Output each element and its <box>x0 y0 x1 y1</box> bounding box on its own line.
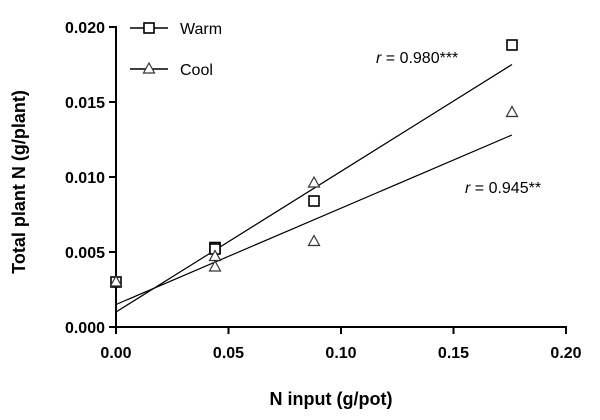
fit-line-warm <box>115 63 513 313</box>
legend-marker-triangle <box>142 61 156 74</box>
y-tick-label: 0.000 <box>65 320 105 337</box>
y-tick-label: 0.020 <box>65 20 105 37</box>
legend: Warm Cool <box>130 21 222 79</box>
fit-line-cool <box>115 134 513 306</box>
legend-label-cool: Cool <box>180 62 213 79</box>
data-point-warm <box>506 39 518 51</box>
legend-label-warm: Warm <box>180 21 222 38</box>
y-axis-title: Total plant N (g/plant) <box>9 90 29 274</box>
axes: 0.00 0.05 0.10 0.15 0.20 0.000 0.005 0.010 0.015… <box>65 20 582 362</box>
r-annotation-cool: r = 0.945** <box>465 180 541 197</box>
y-tick-label: 0.010 <box>65 170 105 187</box>
x-axis-title: N input (g/pot) <box>270 389 393 409</box>
data-point-warm <box>308 195 320 207</box>
fit-lines <box>115 63 513 313</box>
x-tick-label: 0.00 <box>100 345 131 362</box>
y-tick-label: 0.015 <box>65 95 105 112</box>
data-point-cool <box>208 259 222 272</box>
r-annotation-warm: r = 0.980*** <box>376 50 458 67</box>
data-point-cool <box>307 234 321 247</box>
x-tick-label: 0.20 <box>550 345 581 362</box>
data-points <box>109 39 519 288</box>
y-tick-label: 0.005 <box>65 245 105 262</box>
legend-marker-square <box>143 22 155 34</box>
annotations: r = 0.980*** r = 0.945** <box>376 50 541 197</box>
x-tick-label: 0.10 <box>325 345 356 362</box>
x-tick-label: 0.05 <box>213 345 244 362</box>
data-point-cool <box>109 274 123 287</box>
data-point-cool <box>505 105 519 118</box>
x-tick-label: 0.15 <box>438 345 469 362</box>
data-point-cool <box>307 175 321 188</box>
